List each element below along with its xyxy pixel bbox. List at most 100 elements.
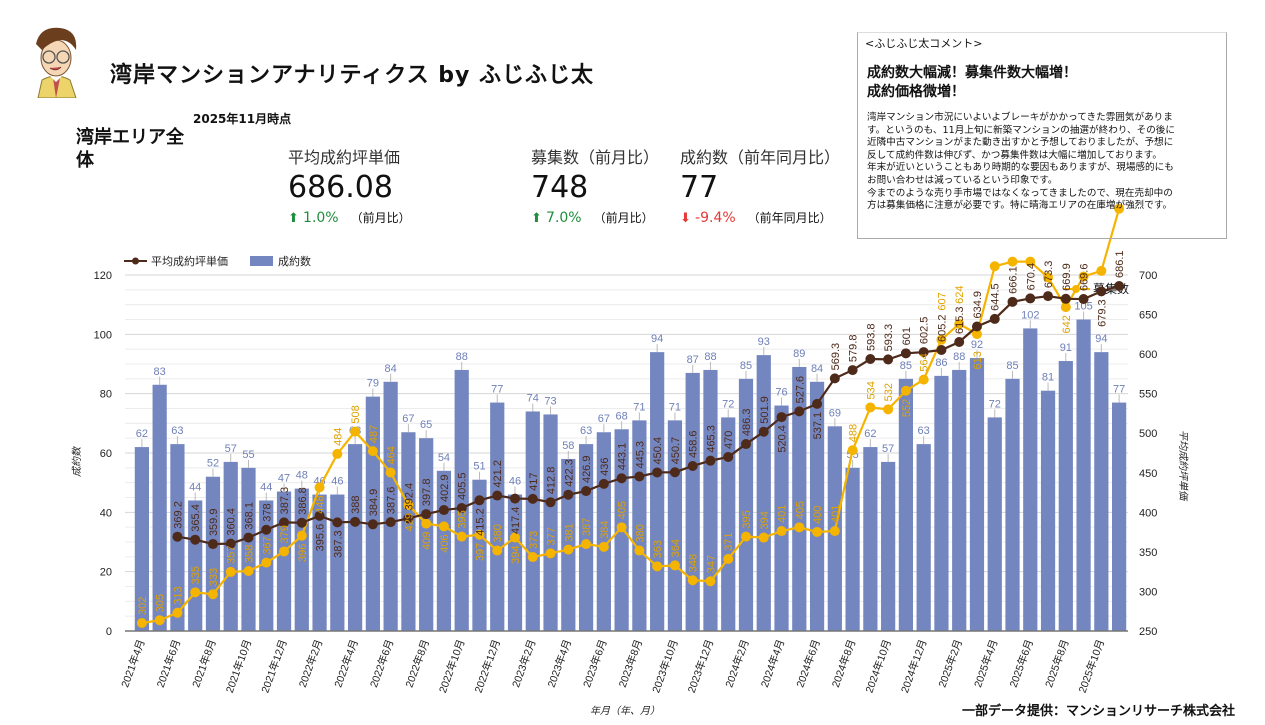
listings-point bbox=[225, 566, 236, 577]
avg-price-point bbox=[918, 347, 929, 358]
avg-price-label: 644.5 bbox=[990, 283, 1002, 311]
listings-point bbox=[1114, 203, 1125, 214]
bar bbox=[1005, 378, 1020, 631]
bar-label: 89 bbox=[793, 348, 805, 360]
avg-price-label: 669.6 bbox=[1079, 264, 1091, 292]
listings-label: 358 bbox=[243, 545, 255, 563]
avg-price-label: 669.9 bbox=[1061, 263, 1073, 291]
bar bbox=[1023, 328, 1038, 631]
x-tick-label: 2022年2月 bbox=[296, 638, 325, 690]
bar bbox=[898, 378, 914, 631]
avg-price-label: 527.6 bbox=[794, 376, 806, 404]
listings-point bbox=[510, 532, 521, 543]
kpi-change-note: （前月比） bbox=[593, 211, 654, 225]
avg-price-point bbox=[527, 493, 538, 504]
listings-point bbox=[1078, 271, 1089, 282]
bar-label: 88 bbox=[953, 351, 965, 363]
bar bbox=[134, 447, 149, 631]
bar-label: 74 bbox=[527, 392, 539, 404]
y-right-tick-label: 300 bbox=[1139, 586, 1157, 598]
x-tick-label: 2025年4月 bbox=[971, 638, 1000, 690]
avg-price-point bbox=[243, 532, 254, 543]
listings-point bbox=[971, 329, 982, 340]
avg-price-point bbox=[474, 495, 485, 506]
avg-price-label: 593.8 bbox=[865, 323, 877, 351]
listings-point bbox=[1025, 256, 1036, 267]
avg-price-point bbox=[652, 467, 663, 478]
avg-price-label: 397.8 bbox=[421, 479, 433, 507]
bar-label: 69 bbox=[829, 407, 841, 419]
x-tick-label: 2024年4月 bbox=[758, 638, 787, 690]
y-left-tick-label: 120 bbox=[94, 270, 112, 282]
bar bbox=[1040, 390, 1056, 631]
listings-point bbox=[172, 607, 183, 618]
avg-price-point bbox=[829, 373, 840, 384]
bar-label: 72 bbox=[989, 398, 1001, 410]
x-tick-label: 2022年12月 bbox=[472, 638, 503, 695]
avg-price-point bbox=[279, 517, 290, 528]
bar bbox=[952, 369, 967, 631]
listings-point bbox=[1096, 265, 1107, 276]
avg-price-point bbox=[385, 517, 396, 528]
bar bbox=[863, 447, 878, 631]
y-right-tick-label: 700 bbox=[1139, 270, 1157, 282]
bar-label: 85 bbox=[740, 360, 752, 372]
listings-point bbox=[190, 587, 201, 598]
bar-label: 58 bbox=[562, 440, 574, 452]
listings-label: 624 bbox=[954, 286, 966, 304]
kpi-value: 77 bbox=[680, 170, 719, 205]
kpi-change-note: （前年同月比） bbox=[747, 211, 832, 225]
bar bbox=[330, 494, 345, 631]
listings-point bbox=[812, 526, 823, 537]
avg-price-label: 569.3 bbox=[830, 343, 842, 371]
listings-point bbox=[581, 539, 592, 550]
avg-price-label: 365.4 bbox=[190, 504, 202, 532]
bar bbox=[685, 372, 700, 631]
listings-label: 347 bbox=[705, 555, 717, 573]
y-left-tick-label: 60 bbox=[100, 448, 112, 460]
avg-price-label: 415.2 bbox=[474, 508, 486, 536]
bar-label: 77 bbox=[1113, 384, 1125, 396]
avg-price-label: 601 bbox=[901, 327, 913, 345]
avg-price-label: 501.9 bbox=[759, 396, 771, 424]
y-right-tick-label: 250 bbox=[1139, 626, 1157, 638]
bar bbox=[401, 432, 416, 631]
bar bbox=[881, 461, 896, 631]
y-left-tick-label: 40 bbox=[100, 507, 112, 519]
x-tick-label: 2024年2月 bbox=[722, 638, 751, 690]
bar bbox=[312, 494, 327, 631]
bar-label: 94 bbox=[1095, 333, 1107, 345]
avg-price-point bbox=[954, 337, 965, 348]
avg-price-label: 666.1 bbox=[1008, 266, 1020, 294]
bar-label: 79 bbox=[367, 378, 379, 390]
avg-price-point bbox=[314, 510, 325, 521]
avg-price-label: 470 bbox=[723, 431, 735, 449]
bar-label: 44 bbox=[260, 481, 272, 493]
avg-price-label: 412.8 bbox=[546, 467, 558, 495]
listings-label: 488 bbox=[848, 424, 860, 442]
listings-point bbox=[847, 445, 858, 456]
listings-point bbox=[154, 615, 165, 626]
y-right-tick-label: 550 bbox=[1139, 389, 1157, 401]
listings-label: 335 bbox=[190, 566, 202, 584]
avg-price-label: 615.3 bbox=[954, 306, 966, 334]
avg-price-label: 387.6 bbox=[386, 487, 398, 515]
kpi-change-value: -9.4% bbox=[695, 210, 736, 226]
avg-price-point bbox=[740, 439, 751, 450]
listings-label: 394 bbox=[759, 511, 771, 529]
avg-price-point bbox=[367, 519, 378, 530]
y-right-tick-label: 600 bbox=[1139, 349, 1157, 361]
avg-price-point bbox=[1078, 294, 1089, 305]
x-tick-label: 2021年10月 bbox=[223, 638, 254, 695]
avg-price-point bbox=[403, 513, 414, 524]
avg-price-label: 445.3 bbox=[634, 441, 646, 469]
avg-price-label: 443.1 bbox=[617, 443, 629, 471]
bar bbox=[507, 494, 523, 631]
avg-price-label: 465.3 bbox=[705, 425, 717, 453]
avg-price-point bbox=[705, 455, 716, 466]
bar-label: 71 bbox=[633, 401, 645, 413]
listings-label: 448 bbox=[315, 495, 327, 513]
listings-point bbox=[545, 548, 556, 559]
listings-label: 405 bbox=[794, 501, 806, 519]
kpi-change: ⬆ 7.0% （前月比） bbox=[531, 209, 659, 226]
